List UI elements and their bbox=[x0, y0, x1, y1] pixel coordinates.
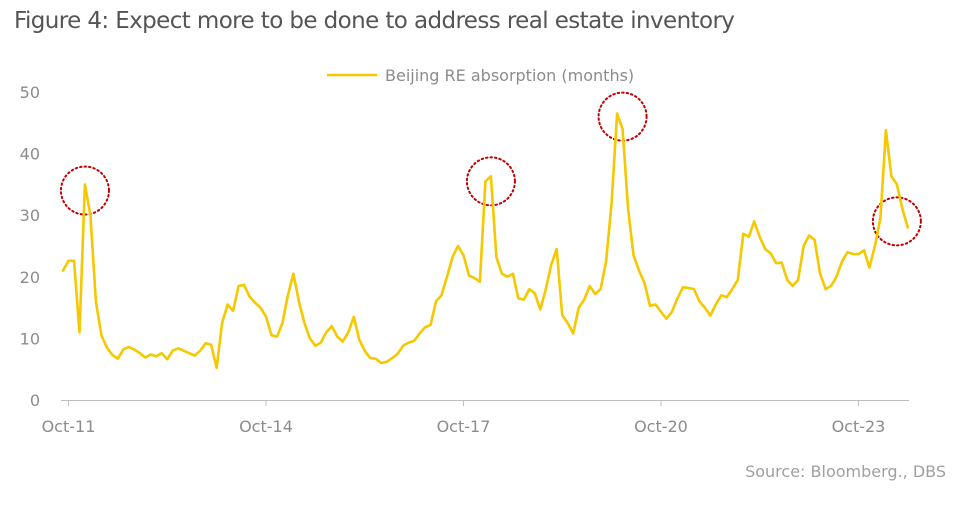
x-tick-label: Oct-23 bbox=[832, 417, 886, 436]
x-tick-label: Oct-14 bbox=[239, 417, 293, 436]
y-tick-label: 0 bbox=[30, 391, 40, 410]
y-axis: 0 10 20 30 40 50 bbox=[20, 83, 40, 410]
y-tick-label: 50 bbox=[20, 83, 40, 102]
x-axis: Oct-11 Oct-14 Oct-17 Oct-20 Oct-23 bbox=[42, 400, 909, 436]
y-tick-label: 10 bbox=[20, 329, 40, 348]
annotation-circle bbox=[465, 156, 516, 207]
series-group bbox=[61, 112, 910, 370]
y-tick-label: 30 bbox=[20, 206, 40, 225]
y-tick-label: 20 bbox=[20, 268, 40, 287]
x-tick-label: Oct-11 bbox=[42, 417, 96, 436]
chart-title: Figure 4: Expect more to be done to addr… bbox=[14, 8, 735, 34]
source-note: Source: Bloomberg., DBS bbox=[745, 462, 946, 481]
annotation-circle bbox=[871, 196, 922, 247]
x-tick-label: Oct-17 bbox=[437, 417, 491, 436]
legend: Beijing RE absorption (months) bbox=[327, 66, 634, 85]
annotations bbox=[59, 91, 922, 247]
legend-label: Beijing RE absorption (months) bbox=[385, 66, 634, 85]
y-tick-label: 40 bbox=[20, 145, 40, 164]
x-tick-label: Oct-20 bbox=[634, 417, 688, 436]
series-line bbox=[61, 112, 910, 370]
